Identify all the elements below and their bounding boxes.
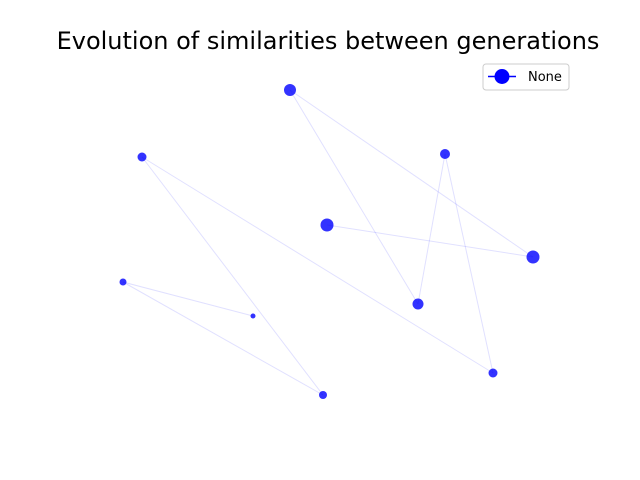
similarity-edge-7 (122, 281, 254, 317)
scatter-point-2 (440, 149, 450, 159)
scatter-point-3 (320, 218, 334, 232)
similarity-edge-2 (417, 153, 446, 305)
similarity-edge-1 (289, 89, 419, 305)
chart-title: Evolution of similarities between genera… (57, 27, 600, 55)
scatter-point-8 (488, 368, 498, 378)
scatter-point-1 (137, 152, 147, 162)
legend-entry-label: None (528, 70, 562, 85)
similarity-edge-4 (141, 156, 494, 374)
similarity-edge-6 (122, 281, 324, 396)
scatter-point-4 (526, 250, 540, 264)
similarity-edge-0 (289, 89, 534, 258)
legend-marker-swatch (494, 69, 510, 84)
similarity-edge-5 (141, 156, 324, 396)
legend: None (482, 63, 570, 91)
scatter-point-9 (319, 391, 327, 399)
scatter-point-7 (412, 298, 424, 310)
scatter-point-0 (284, 84, 296, 96)
similarity-edge-8 (326, 224, 534, 258)
scatter-point-5 (119, 278, 127, 286)
points-layer (119, 84, 540, 399)
scatter-point-6 (250, 313, 256, 319)
similarity-edge-3 (444, 153, 494, 374)
edges-layer (122, 89, 534, 396)
